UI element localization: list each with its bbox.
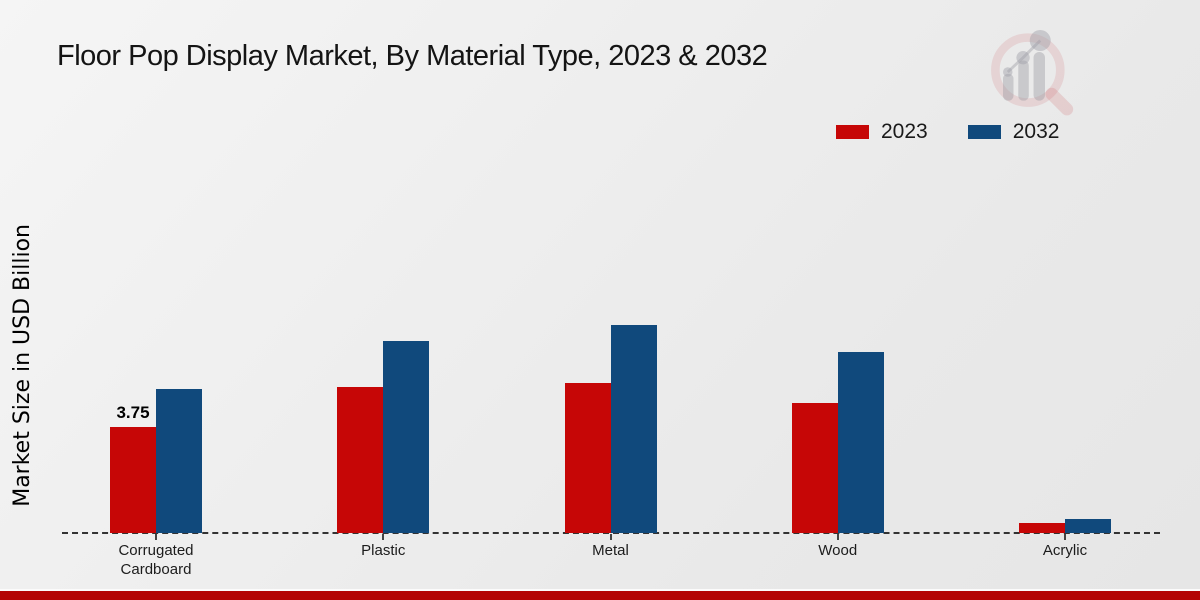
magnifier-bar-chart-watermark-icon bbox=[991, 30, 1074, 116]
x-axis-tick bbox=[609, 534, 612, 540]
bar-2023-plastic bbox=[337, 387, 384, 533]
legend: 2023 2032 bbox=[836, 120, 1059, 144]
legend-label-2023: 2023 bbox=[881, 120, 928, 143]
bar-2032-corrugated-cardboard bbox=[156, 389, 202, 533]
x-axis-tick bbox=[1064, 534, 1066, 540]
legend-swatch-2023 bbox=[836, 125, 869, 139]
category-label-acrylic: Acrylic bbox=[1042, 542, 1088, 559]
category-label-corrugated-cardboard: Corrugated Cardboard bbox=[118, 542, 194, 578]
bar-2032-acrylic bbox=[1065, 519, 1111, 533]
bar-2032-wood bbox=[837, 352, 884, 533]
category-label-plastic: Plastic bbox=[361, 542, 406, 559]
bar-2032-metal bbox=[610, 325, 657, 533]
legend-item-2032: 2032 bbox=[967, 120, 1060, 144]
category-label-wood: Wood bbox=[818, 542, 858, 559]
bar-2023-corrugated-cardboard bbox=[110, 427, 156, 533]
bar-2023-metal bbox=[564, 383, 611, 533]
chart-title: Floor Pop Display Market, By Material Ty… bbox=[57, 40, 768, 72]
x-axis-tick bbox=[155, 534, 157, 540]
legend-swatch-2032 bbox=[967, 125, 1001, 139]
legend-label-2032: 2032 bbox=[1012, 120, 1060, 143]
bar-2023-wood bbox=[791, 403, 838, 533]
bar-value-label: 3.75 bbox=[116, 403, 150, 422]
footer-divider bbox=[0, 589, 1200, 591]
bar-2032-plastic bbox=[383, 341, 430, 533]
footer-accent-bar bbox=[0, 591, 1200, 600]
bar-2023-acrylic bbox=[1019, 523, 1065, 533]
category-label-metal: Metal bbox=[592, 542, 629, 559]
legend-item-2023: 2023 bbox=[836, 120, 928, 144]
x-axis-tick bbox=[836, 534, 839, 540]
x-axis-tick bbox=[382, 534, 385, 540]
x-axis-baseline bbox=[62, 532, 1160, 534]
